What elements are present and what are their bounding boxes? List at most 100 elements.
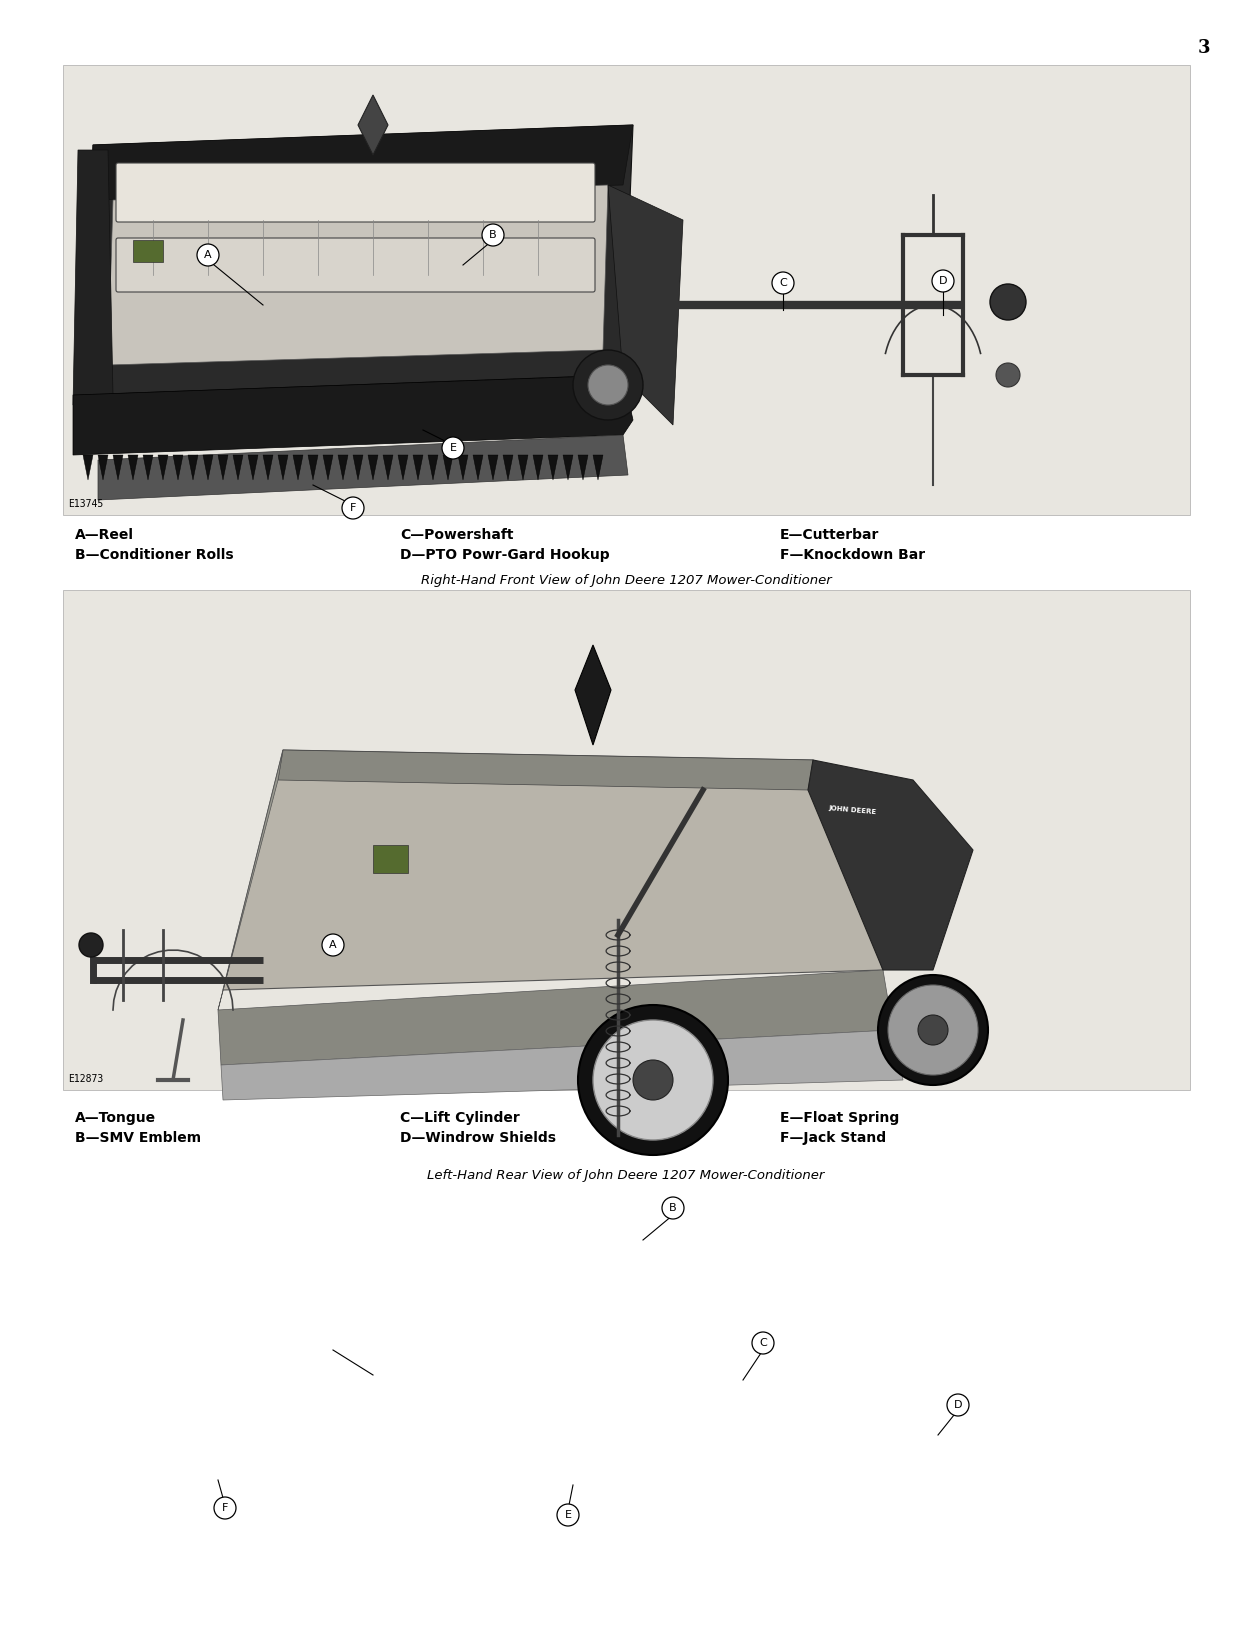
Bar <box>373 845 408 873</box>
Text: B: B <box>669 1203 677 1213</box>
Text: D: D <box>954 1401 963 1411</box>
Polygon shape <box>608 185 684 425</box>
Circle shape <box>557 1505 578 1526</box>
Polygon shape <box>578 455 588 480</box>
Polygon shape <box>458 455 468 480</box>
Text: D—Windrow Shields: D—Windrow Shields <box>399 1131 556 1145</box>
Text: E—Float Spring: E—Float Spring <box>780 1111 899 1126</box>
Text: E—Cutterbar: E—Cutterbar <box>780 527 879 542</box>
Text: JOHN DEERE: JOHN DEERE <box>829 804 878 816</box>
Circle shape <box>997 363 1020 387</box>
Polygon shape <box>73 376 634 455</box>
FancyBboxPatch shape <box>116 163 595 222</box>
Text: B—Conditioner Rolls: B—Conditioner Rolls <box>75 549 234 562</box>
Circle shape <box>931 270 954 292</box>
Polygon shape <box>158 455 168 480</box>
Circle shape <box>947 1394 969 1416</box>
Polygon shape <box>223 750 883 990</box>
FancyBboxPatch shape <box>116 237 595 292</box>
Circle shape <box>342 498 364 519</box>
Polygon shape <box>83 125 634 396</box>
Text: F—Knockdown Bar: F—Knockdown Bar <box>780 549 925 562</box>
Text: E13745: E13745 <box>68 499 103 509</box>
Polygon shape <box>533 455 543 480</box>
Circle shape <box>772 272 794 293</box>
Circle shape <box>322 934 344 956</box>
Circle shape <box>662 1196 684 1220</box>
Text: A: A <box>204 250 212 260</box>
Polygon shape <box>173 455 183 480</box>
Text: A: A <box>329 939 337 949</box>
Polygon shape <box>263 455 273 480</box>
Polygon shape <box>413 455 423 480</box>
Polygon shape <box>83 455 93 480</box>
Text: D: D <box>939 275 948 287</box>
Polygon shape <box>358 96 388 155</box>
Text: A—Tongue: A—Tongue <box>75 1111 156 1126</box>
Polygon shape <box>278 750 813 789</box>
Polygon shape <box>278 455 288 480</box>
Text: B: B <box>490 231 497 241</box>
Circle shape <box>634 1060 674 1099</box>
Circle shape <box>990 283 1025 320</box>
Text: E: E <box>449 443 457 453</box>
Polygon shape <box>383 455 393 480</box>
Polygon shape <box>293 455 303 480</box>
Text: D—PTO Powr-Gard Hookup: D—PTO Powr-Gard Hookup <box>399 549 610 562</box>
Text: C—Lift Cylinder: C—Lift Cylinder <box>399 1111 520 1126</box>
Polygon shape <box>98 435 629 499</box>
Circle shape <box>79 933 103 957</box>
Polygon shape <box>218 971 893 1065</box>
Polygon shape <box>488 455 498 480</box>
Polygon shape <box>338 455 348 480</box>
Circle shape <box>593 1020 712 1140</box>
Circle shape <box>888 986 978 1074</box>
Polygon shape <box>548 455 558 480</box>
Circle shape <box>752 1332 774 1355</box>
Circle shape <box>482 224 505 246</box>
Bar <box>63 64 1189 516</box>
Circle shape <box>878 976 988 1084</box>
Polygon shape <box>222 1030 903 1099</box>
Polygon shape <box>233 455 243 480</box>
Bar <box>133 241 163 262</box>
Polygon shape <box>808 760 973 971</box>
Polygon shape <box>98 455 108 480</box>
Text: C—Powershaft: C—Powershaft <box>399 527 513 542</box>
Text: F: F <box>222 1503 228 1513</box>
Polygon shape <box>323 455 333 480</box>
Polygon shape <box>218 750 283 1010</box>
Text: E12873: E12873 <box>68 1074 103 1084</box>
Polygon shape <box>563 455 573 480</box>
Circle shape <box>578 1005 727 1155</box>
Polygon shape <box>143 455 153 480</box>
Polygon shape <box>108 185 608 364</box>
Text: Right-Hand Front View of John Deere 1207 Mower-Conditioner: Right-Hand Front View of John Deere 1207… <box>421 574 831 587</box>
Text: 3: 3 <box>1198 40 1211 58</box>
Text: B—SMV Emblem: B—SMV Emblem <box>75 1131 202 1145</box>
Polygon shape <box>398 455 408 480</box>
Polygon shape <box>93 125 634 199</box>
Bar <box>63 590 1189 1089</box>
Text: A—Reel: A—Reel <box>75 527 134 542</box>
Polygon shape <box>503 455 513 480</box>
Text: F—Jack Stand: F—Jack Stand <box>780 1131 886 1145</box>
Polygon shape <box>113 455 123 480</box>
Circle shape <box>214 1496 235 1519</box>
Polygon shape <box>473 455 483 480</box>
Polygon shape <box>443 455 453 480</box>
Polygon shape <box>203 455 213 480</box>
Polygon shape <box>73 150 113 405</box>
Polygon shape <box>593 455 603 480</box>
Polygon shape <box>308 455 318 480</box>
Text: E: E <box>565 1510 571 1519</box>
Polygon shape <box>428 455 438 480</box>
Text: F: F <box>349 503 356 513</box>
Polygon shape <box>368 455 378 480</box>
Circle shape <box>588 364 629 405</box>
Circle shape <box>442 437 464 460</box>
Polygon shape <box>188 455 198 480</box>
Polygon shape <box>353 455 363 480</box>
Polygon shape <box>128 455 138 480</box>
Polygon shape <box>575 644 611 745</box>
